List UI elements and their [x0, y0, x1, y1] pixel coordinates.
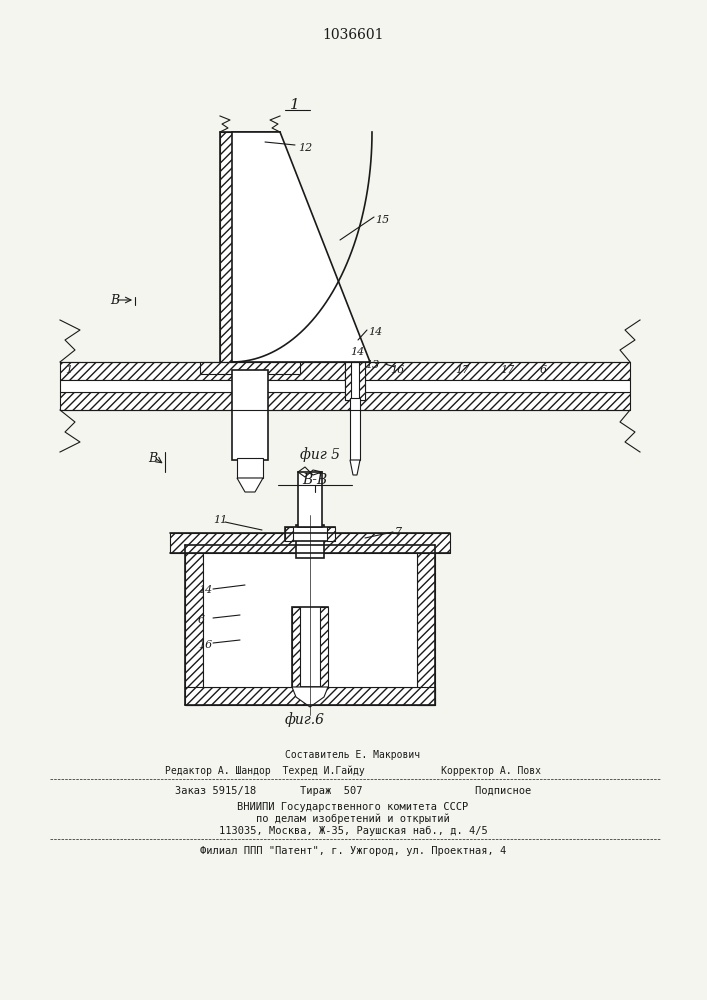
Bar [232, 370, 268, 460]
Bar [268, 132, 280, 362]
Bar [292, 607, 328, 687]
Bar [345, 362, 351, 400]
Text: 1: 1 [290, 98, 300, 112]
Bar [292, 607, 300, 687]
Bar [60, 392, 630, 410]
Bar [350, 398, 360, 460]
Bar [203, 545, 417, 687]
Text: 14: 14 [350, 347, 364, 357]
Text: 1036601: 1036601 [322, 28, 384, 42]
Bar [285, 527, 293, 541]
Text: 11: 11 [213, 515, 227, 525]
Bar [327, 527, 335, 541]
Text: Редактор А. Шандор  Техред И.Гайду             Корректор А. Повх: Редактор А. Шандор Техред И.Гайду Коррек… [165, 766, 541, 776]
Text: Заказ 5915/18       Тираж  507                  Подписное: Заказ 5915/18 Тираж 507 Подписное [175, 786, 531, 796]
Text: 6: 6 [198, 615, 205, 625]
Text: 16: 16 [390, 365, 404, 375]
Bar [220, 132, 280, 362]
Text: 13: 13 [365, 360, 379, 370]
Bar [237, 458, 263, 478]
Bar [60, 362, 630, 380]
Text: 17: 17 [455, 365, 469, 375]
Text: 1: 1 [65, 365, 72, 375]
Text: фиг 5: фиг 5 [300, 448, 340, 462]
Text: 6: 6 [540, 365, 547, 375]
Bar [170, 533, 450, 553]
Bar [359, 362, 365, 400]
Text: Филиал ППП "Патент", г. Ужгород, ул. Проектная, 4: Филиал ППП "Патент", г. Ужгород, ул. Про… [200, 846, 506, 856]
Polygon shape [350, 460, 360, 475]
Bar [285, 527, 335, 541]
Bar [298, 472, 322, 527]
Text: 12: 12 [298, 143, 312, 153]
Text: 7: 7 [395, 527, 402, 537]
Polygon shape [237, 478, 263, 492]
Bar [417, 545, 435, 705]
Text: фиг.6: фиг.6 [285, 713, 325, 727]
Bar [60, 380, 630, 392]
Text: 113035, Москва, Ж-35, Раушская наб., д. 4/5: 113035, Москва, Ж-35, Раушская наб., д. … [218, 826, 487, 836]
Text: 14: 14 [198, 585, 212, 595]
Text: В: В [110, 294, 119, 306]
Bar [185, 687, 435, 705]
Text: 14: 14 [368, 327, 382, 337]
Polygon shape [292, 687, 328, 707]
Text: 16: 16 [198, 640, 212, 650]
Bar [320, 607, 328, 687]
Bar [345, 362, 365, 400]
Text: Составитель Е. Макрович: Составитель Е. Макрович [286, 750, 421, 760]
Bar [296, 525, 324, 558]
Text: В-В: В-В [303, 473, 327, 487]
Text: 15: 15 [375, 215, 390, 225]
Bar [200, 362, 300, 374]
Text: В: В [148, 452, 158, 464]
Bar [185, 545, 203, 705]
Polygon shape [232, 132, 370, 362]
Bar [220, 132, 232, 362]
Text: 17: 17 [500, 365, 514, 375]
Text: по делам изобретений и открытий: по делам изобретений и открытий [256, 814, 450, 824]
Text: ВНИИПИ Государственного комитета СССР: ВНИИПИ Государственного комитета СССР [238, 802, 469, 812]
